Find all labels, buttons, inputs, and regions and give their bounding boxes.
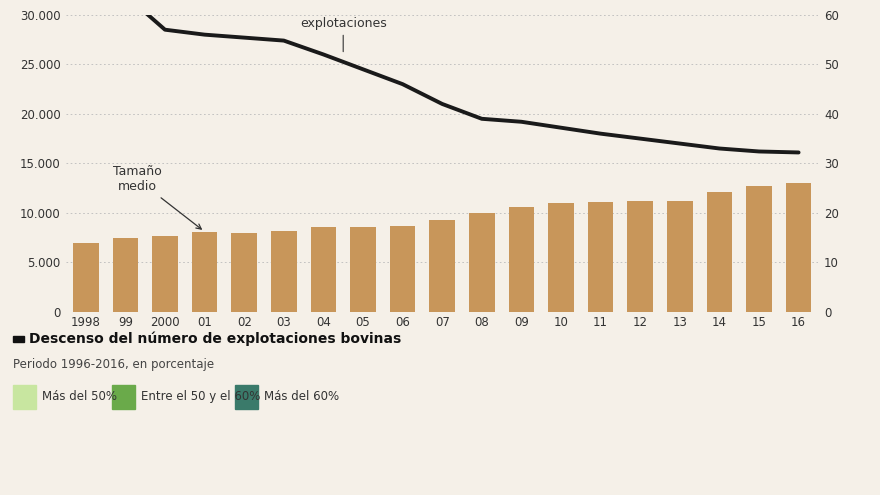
Bar: [12, 385, 36, 409]
Text: Más del 50%: Más del 50%: [42, 391, 117, 403]
Bar: [311, 227, 336, 312]
Text: Periodo 1996-2016, en porcentaje: Periodo 1996-2016, en porcentaje: [12, 358, 214, 371]
Text: Tamaño
medio: Tamaño medio: [113, 165, 202, 229]
Bar: [627, 201, 653, 312]
Bar: [429, 220, 455, 312]
Bar: [746, 186, 772, 312]
Bar: [350, 227, 376, 312]
Text: Entre el 50 y el 60%: Entre el 50 y el 60%: [142, 391, 260, 403]
Bar: [152, 236, 178, 312]
Bar: [509, 207, 534, 312]
Bar: [73, 243, 99, 312]
Bar: [548, 203, 574, 312]
Bar: [192, 232, 217, 312]
Bar: [667, 201, 693, 312]
Bar: [786, 183, 811, 312]
Text: Descenso del número de explotaciones bovinas: Descenso del número de explotaciones bov…: [29, 332, 401, 346]
Bar: [469, 213, 495, 312]
Bar: [113, 385, 136, 409]
Bar: [271, 231, 297, 312]
Bar: [235, 385, 258, 409]
Bar: [12, 336, 24, 342]
Text: Más del 60%: Más del 60%: [264, 391, 339, 403]
Bar: [231, 233, 257, 312]
Bar: [390, 226, 415, 312]
Bar: [707, 192, 732, 312]
Bar: [113, 238, 138, 312]
Text: explotaciones: explotaciones: [300, 17, 386, 51]
Bar: [588, 202, 613, 312]
